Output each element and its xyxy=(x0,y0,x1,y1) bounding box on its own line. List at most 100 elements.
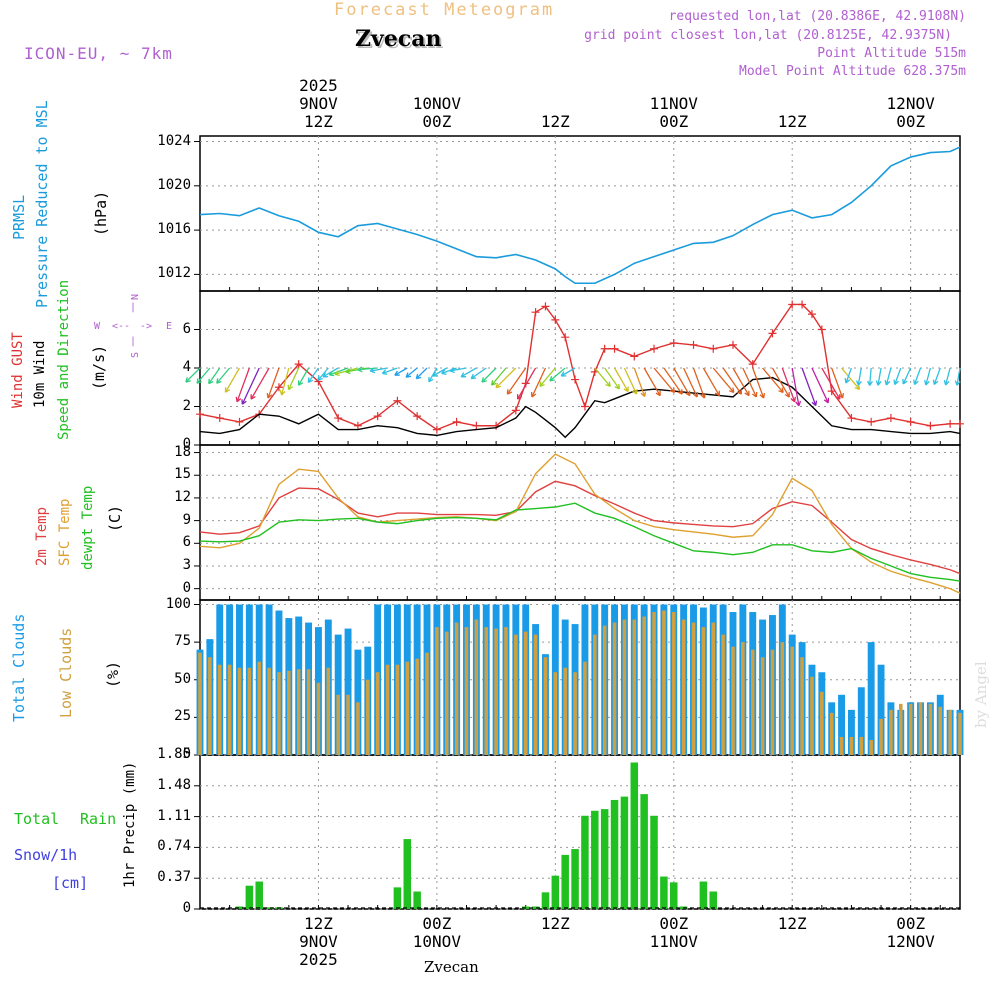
low-cloud-bar xyxy=(474,619,479,755)
wind-arrow xyxy=(844,367,853,384)
low-cloud-bar xyxy=(869,739,873,755)
gust-marker xyxy=(196,410,204,419)
point-altitude: Point Altitude 515m xyxy=(817,46,966,61)
wind-arrow xyxy=(791,367,802,407)
wind-arrow xyxy=(317,367,329,381)
precip-ytick-label: 1.11 xyxy=(157,807,191,824)
wind-arrow xyxy=(875,367,882,386)
cloud-ytick-label: 25 xyxy=(174,708,191,725)
precip-bar xyxy=(265,907,273,909)
gust-marker xyxy=(817,325,826,334)
gust-marker xyxy=(867,417,876,426)
precip-ytick-label: 1.85 xyxy=(157,746,191,762)
low-cloud-bar xyxy=(257,661,261,755)
total-label: Total xyxy=(14,810,60,828)
wind-arrow xyxy=(287,367,300,391)
gust-marker xyxy=(561,333,570,342)
gust-marker xyxy=(472,421,481,430)
low-cloud-bar xyxy=(820,691,824,755)
low-cloud-bar xyxy=(366,679,370,755)
gust-marker xyxy=(847,414,856,423)
wind-arrow xyxy=(801,367,818,407)
low-cloud-bar xyxy=(336,694,340,755)
low-cloud-bar xyxy=(691,622,696,755)
temp-ytick-label: 9 xyxy=(182,511,191,528)
precip-bar xyxy=(620,796,629,909)
top-time-label: 9NOV xyxy=(299,94,338,113)
temp-frame xyxy=(199,444,961,601)
low-cloud-bar xyxy=(721,634,725,755)
precip-ytick-label: 0.37 xyxy=(157,869,191,886)
wind-ytick-label: 6 xyxy=(182,320,191,337)
precip-bar xyxy=(591,810,599,909)
temp-ytick-label: 0 xyxy=(182,579,191,596)
temp-ytick-label: 6 xyxy=(182,534,191,551)
low-cloud-bar xyxy=(780,642,785,755)
gust-marker xyxy=(541,302,550,311)
bottom-time-label: 00Z xyxy=(896,914,926,933)
bottom-time-label: 12Z xyxy=(303,914,333,933)
low-cloud-bar xyxy=(326,667,331,755)
wind-arrow xyxy=(692,367,706,399)
wind-arrow xyxy=(560,367,576,377)
low-cloud-bar xyxy=(632,619,637,755)
cloud-ytick-label: 100 xyxy=(165,595,191,612)
low-cloud-bar xyxy=(247,667,252,755)
precip-bar xyxy=(699,881,708,909)
precip-bar xyxy=(640,794,648,909)
wind-ytick-label: 0 xyxy=(182,436,191,452)
low-cloud-bar xyxy=(287,670,291,755)
low-cloud-bar xyxy=(543,657,548,755)
precip-bar xyxy=(581,815,589,909)
bottom-time-label: 2025 xyxy=(299,950,338,969)
precip-bar xyxy=(709,891,717,909)
low-cloud-bar xyxy=(731,646,735,755)
gust-line xyxy=(199,303,960,431)
top-time-label: 10NOV xyxy=(412,94,461,113)
top-time-label: 12Z xyxy=(777,112,807,131)
gust-marker xyxy=(373,412,382,421)
bottom-time-label: 12Z xyxy=(540,914,570,933)
wind-arrow xyxy=(185,367,201,383)
low-cloud-bar xyxy=(593,634,597,755)
low-cloud-bar xyxy=(296,669,301,755)
rain-label: Rain xyxy=(80,810,117,828)
wind-arrow xyxy=(490,367,507,386)
low-cloud-bar xyxy=(701,627,706,755)
gust-marker xyxy=(413,412,422,421)
low-cloud-bar xyxy=(484,627,489,755)
low-cloud-bar xyxy=(918,702,923,755)
low-cloud-bar xyxy=(583,661,587,755)
wind-arrow xyxy=(405,367,418,378)
wind-arrow xyxy=(643,367,661,397)
low-cloud-bar xyxy=(602,625,607,755)
gust-marker xyxy=(788,300,797,309)
compass-e-arrow: -> xyxy=(140,321,153,332)
wind-arrow xyxy=(884,367,892,386)
wind-arrow xyxy=(856,367,862,386)
low-cloud-bar xyxy=(277,672,281,755)
wind-arrow xyxy=(633,367,647,398)
low-cloud-bar xyxy=(622,619,627,755)
wind-arrow xyxy=(449,367,467,374)
wind-arrow xyxy=(702,367,721,397)
low-cloud-bar xyxy=(711,622,716,755)
pressure-ytick-label: 1012 xyxy=(157,265,191,282)
wind-arrow xyxy=(913,367,922,386)
precip-bar xyxy=(670,882,678,909)
gust-marker xyxy=(768,329,777,338)
low-cloud-bar xyxy=(454,622,459,755)
gust-marker xyxy=(531,308,540,317)
wind-arrow xyxy=(594,367,611,387)
wind-arrow xyxy=(481,367,497,383)
bottom-time-label: 00Z xyxy=(422,914,452,933)
wind-arrow xyxy=(954,367,961,386)
low-cloud-bar xyxy=(395,664,400,755)
pressure-ytick-label: 1016 xyxy=(157,221,191,238)
precip-bar xyxy=(235,906,244,909)
gust-marker xyxy=(432,425,441,434)
low-cloud-bar xyxy=(662,610,666,755)
footer-location: Zvecan xyxy=(424,958,479,976)
